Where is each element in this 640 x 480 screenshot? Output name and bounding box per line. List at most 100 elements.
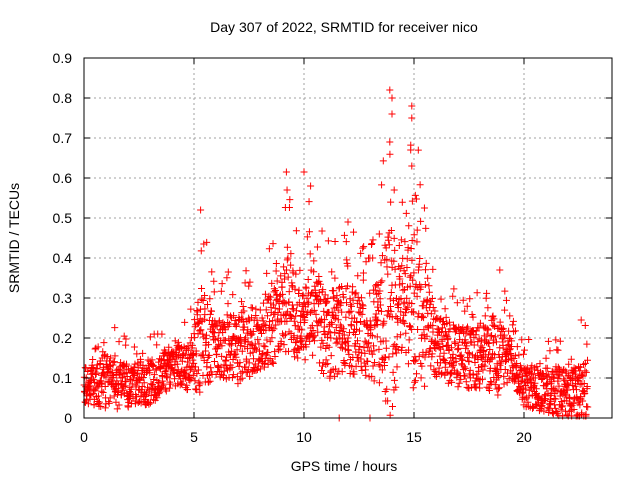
data-point [203,358,211,366]
data-point [281,270,289,278]
data-point [359,269,367,277]
data-point [533,363,541,371]
data-point [246,278,254,286]
data-point [233,346,241,354]
data-point [390,376,398,384]
data-point [469,371,477,379]
data-point [449,292,457,300]
y-tick-labels: 0 0.1 0.2 0.3 0.4 0.5 0.6 0.7 0.8 0.9 [53,50,73,426]
y-tick-label: 0.6 [53,170,73,186]
data-point [105,398,113,406]
data-point [425,282,433,290]
data-point [451,338,459,346]
data-point [550,394,558,402]
data-point [191,334,199,342]
x-tick-label: 0 [80,429,88,445]
data-point [340,357,348,365]
data-point [402,209,410,217]
data-point [171,337,179,345]
data-point [500,380,508,388]
data-point [395,242,403,250]
data-point [228,363,236,371]
data-point [145,400,153,408]
data-point [386,86,394,94]
data-point [215,341,223,349]
data-point [513,359,521,367]
data-point [364,357,372,365]
data-point [504,355,512,363]
data-point [518,388,526,396]
data-point [494,385,502,393]
data-point [566,407,574,415]
data-point [461,364,469,372]
data-point [480,347,488,355]
data-point [324,333,332,341]
data-point [350,314,358,322]
data-point [380,317,388,325]
data-point [400,298,408,306]
data-point [565,360,573,368]
data-point [193,370,201,378]
data-point [555,372,563,380]
data-point [92,371,100,379]
data-point [421,382,429,390]
data-point [351,290,359,298]
data-point [305,228,313,236]
data-point [435,364,443,372]
data-point [519,350,527,358]
data-point [316,297,324,305]
data-point [433,325,441,333]
data-point [579,397,587,405]
data-point [343,299,351,307]
data-point [306,250,314,258]
data-point [466,295,474,303]
data-point [546,347,554,355]
data-point [198,284,206,292]
data-point [455,379,463,387]
data-point [189,356,197,364]
data-point [383,385,391,393]
data-point [561,390,569,398]
data-point [557,406,565,414]
data-point [111,352,119,360]
data-point [317,280,325,288]
data-point [536,360,544,368]
data-point [370,377,378,385]
data-point [284,273,292,281]
data-point [146,399,154,407]
data-point [144,384,152,392]
data-point [311,332,319,340]
data-point [320,307,328,315]
data-point [451,339,459,347]
data-point [459,356,467,364]
data-point [211,336,219,344]
data-point [343,337,351,345]
data-point [243,329,251,337]
data-point [439,342,447,350]
data-point [166,384,174,392]
data-point [501,365,509,373]
data-point [375,345,383,353]
data-point [401,270,409,278]
data-point [282,168,290,176]
data-point [528,370,536,378]
data-point [236,359,244,367]
data-point [269,240,277,248]
data-point [581,367,589,375]
data-point [157,363,165,371]
data-point [404,244,412,252]
data-point [295,286,303,294]
data-point [309,351,317,359]
data-point [393,343,401,351]
data-point [478,344,486,352]
data-point [406,282,414,290]
data-point [338,368,346,376]
data-point [462,378,470,386]
data-point [526,375,534,383]
data-point [457,375,465,383]
data-point [134,369,142,377]
data-point [394,346,402,354]
data-point [276,345,284,353]
data-point [487,377,495,385]
data-point [344,346,352,354]
